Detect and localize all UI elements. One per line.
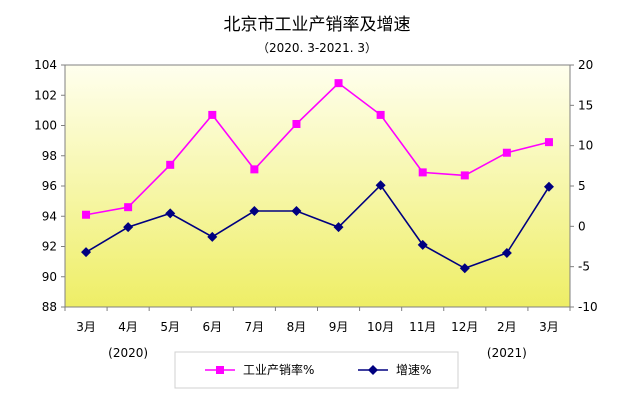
series-layer bbox=[81, 79, 554, 274]
right-tick-label: -10 bbox=[578, 300, 598, 314]
data-point bbox=[165, 208, 176, 219]
data-point bbox=[82, 210, 91, 219]
data-point bbox=[292, 119, 301, 128]
left-tick-label: 96 bbox=[42, 179, 57, 193]
x-tick-label: 4月 bbox=[118, 320, 138, 334]
chart-title: 北京市工业产销率及增速 bbox=[224, 15, 411, 35]
x-tick-label: 7月 bbox=[245, 320, 265, 334]
x-tick-label: 9月 bbox=[329, 320, 349, 334]
left-y-axis: 88 90 92 94 96 98 100 102 104 bbox=[34, 58, 65, 314]
data-point bbox=[334, 79, 343, 88]
left-tick-label: 92 bbox=[42, 240, 57, 254]
x-axis: 3月 4月 5月 6月 7月 8月 9月 10月 11月 12月 2月 3月 (2020) (2021) bbox=[64, 307, 571, 360]
right-tick-label: 20 bbox=[578, 58, 593, 72]
x-tick-label: 10月 bbox=[367, 320, 394, 334]
right-tick-label: 5 bbox=[578, 179, 586, 193]
left-tick-label: 88 bbox=[42, 300, 57, 314]
x-tick-label: 8月 bbox=[287, 320, 307, 334]
left-tick-label: 94 bbox=[42, 209, 57, 223]
right-tick-label: 15 bbox=[578, 98, 593, 112]
left-tick-label: 90 bbox=[42, 270, 57, 284]
data-point bbox=[249, 206, 260, 217]
plot-area bbox=[64, 64, 571, 308]
series-line bbox=[85, 82, 550, 216]
legend-marker bbox=[216, 366, 224, 374]
data-point bbox=[124, 203, 133, 212]
data-point bbox=[459, 263, 470, 274]
left-tick-label: 98 bbox=[42, 149, 57, 163]
data-point bbox=[291, 206, 302, 217]
data-point bbox=[418, 168, 427, 177]
x-tick-label: 3月 bbox=[539, 320, 559, 334]
data-point bbox=[166, 160, 175, 169]
right-tick-label: 0 bbox=[578, 219, 586, 233]
legend-label: 工业产销率% bbox=[243, 362, 314, 377]
chart-subtitle: （2020. 3-2021. 3） bbox=[257, 41, 377, 55]
data-point bbox=[543, 181, 554, 192]
legend-label: 增速% bbox=[396, 363, 431, 377]
data-point bbox=[333, 222, 344, 233]
data-point bbox=[208, 110, 217, 119]
data-point bbox=[375, 180, 386, 191]
legend: 工业产销率% 增速% bbox=[205, 362, 431, 377]
right-tick-label: -5 bbox=[578, 260, 590, 274]
data-point bbox=[250, 165, 259, 174]
x-tick-label: 2月 bbox=[497, 320, 517, 334]
x-tick-label: 12月 bbox=[451, 320, 478, 334]
x-tick-label: 6月 bbox=[202, 320, 222, 334]
data-point bbox=[123, 222, 134, 233]
data-point bbox=[544, 138, 553, 147]
year-label: (2020) bbox=[108, 346, 148, 360]
x-tick-label: 11月 bbox=[409, 320, 436, 334]
data-point bbox=[460, 171, 469, 180]
data-point bbox=[502, 148, 511, 157]
data-point bbox=[81, 247, 92, 258]
legend-marker bbox=[368, 365, 378, 375]
data-point bbox=[207, 231, 218, 242]
data-point bbox=[501, 247, 512, 258]
series-line bbox=[85, 183, 550, 270]
right-tick-label: 10 bbox=[578, 139, 593, 153]
left-tick-label: 100 bbox=[34, 119, 57, 133]
data-point bbox=[417, 239, 428, 250]
x-tick-label: 5月 bbox=[160, 320, 180, 334]
year-label: (2021) bbox=[487, 346, 527, 360]
right-y-axis: -10 -5 0 5 10 15 20 bbox=[570, 58, 598, 314]
left-tick-label: 102 bbox=[34, 88, 57, 102]
left-tick-label: 104 bbox=[34, 58, 57, 72]
x-tick-label: 3月 bbox=[76, 320, 96, 334]
data-point bbox=[376, 110, 385, 119]
